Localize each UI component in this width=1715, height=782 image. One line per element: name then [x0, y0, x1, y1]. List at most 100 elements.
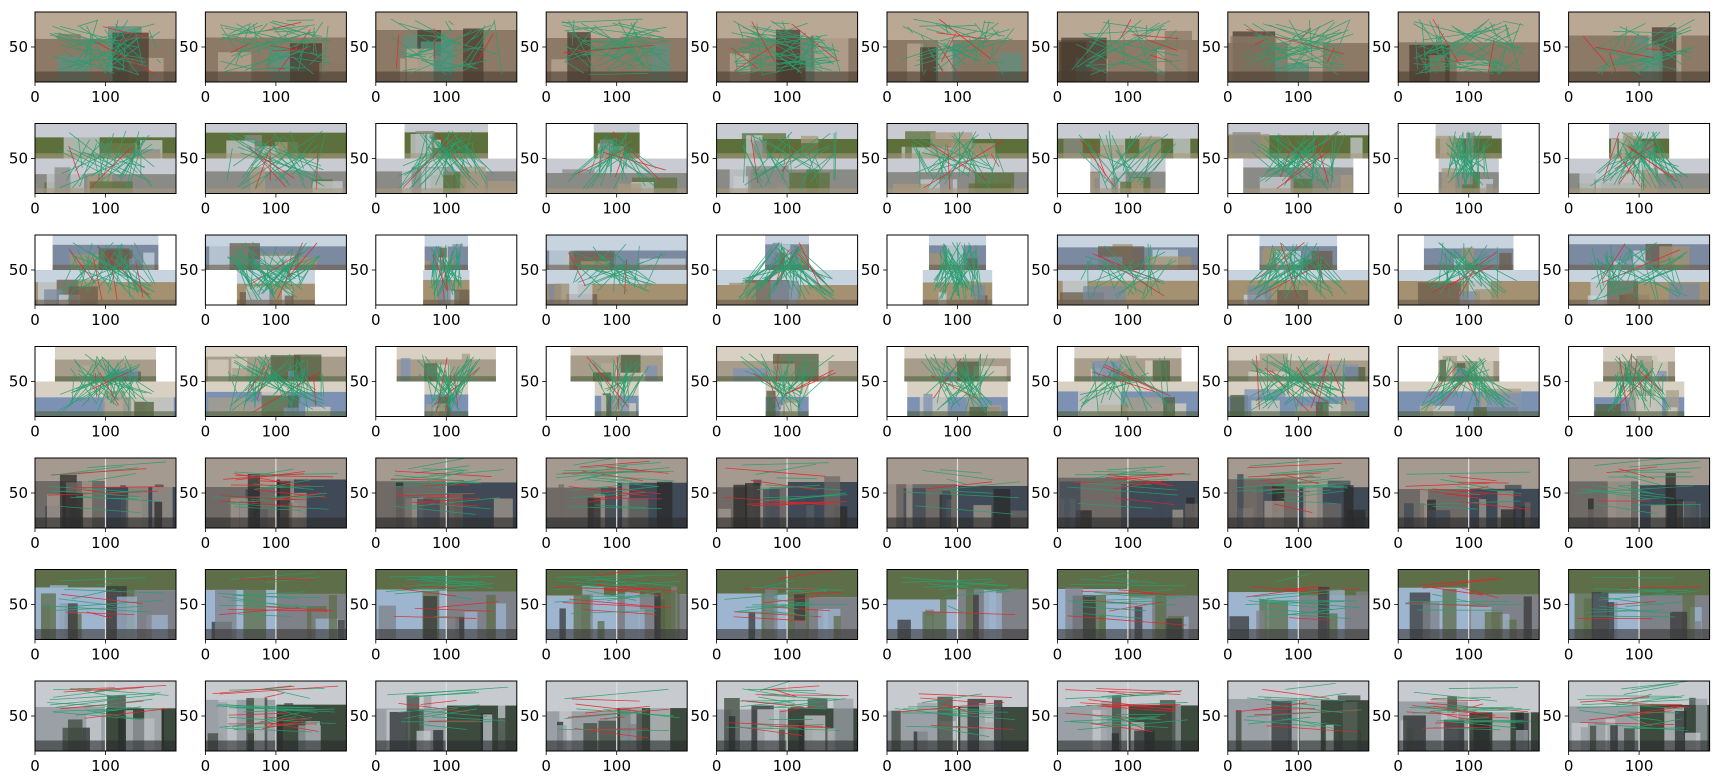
subplot-r5-c7: 0 100 50: [1031, 457, 1199, 552]
x-tick-label: 0: [1564, 646, 1574, 664]
subplot-r3-c3: 0 100 50: [350, 234, 518, 329]
match-lines: [1235, 682, 1362, 733]
image-pair: [205, 681, 347, 751]
image-pair: [887, 12, 1028, 82]
x-tick-label: 100: [1454, 88, 1483, 106]
subplot-r4-c9: 0 100 50: [1372, 346, 1540, 441]
x-tick-label: 0: [1053, 423, 1063, 441]
match-lines: [429, 243, 463, 302]
x-tick-label: 100: [943, 646, 972, 664]
x-tick-label: 100: [773, 534, 802, 552]
subplot-r4-c1: 0 100 50: [9, 346, 177, 441]
match-lines: [1250, 130, 1346, 191]
image-pair: [1057, 569, 1199, 640]
subplot-r7-c6: 0 100 50: [861, 680, 1029, 775]
x-tick-label: 100: [262, 646, 291, 664]
y-tick-label: 50: [520, 261, 539, 279]
image-pair: [35, 569, 176, 640]
subplot-r2-c10: 0 100 50: [1543, 123, 1711, 218]
y-tick-label: 50: [9, 707, 28, 725]
subplot-r3-c4: 0 100 50: [520, 234, 688, 329]
y-tick-label: 50: [861, 373, 880, 391]
match-lines: [58, 353, 155, 413]
y-tick-label: 50: [179, 261, 198, 279]
y-tick-label: 50: [691, 596, 710, 614]
x-tick-label: 0: [541, 88, 551, 106]
image-pair: [375, 123, 517, 194]
image-pair: [35, 12, 176, 82]
match-lines: [1405, 471, 1530, 510]
subplot-r6-c9: 0 100 50: [1372, 569, 1540, 664]
subplot-r5-c1: 0 100 50: [9, 457, 177, 552]
subplot-r1-c1: 0 100 50: [9, 11, 177, 106]
subplot-r1-c6: 0 100 50: [861, 11, 1029, 106]
subplot-r4-c5: 0 100 50: [691, 346, 859, 441]
image-pair: [1057, 346, 1199, 417]
y-tick-label: 50: [9, 373, 28, 391]
y-tick-label: 50: [520, 484, 539, 502]
match-lines: [553, 569, 680, 615]
subplot-r4-c4: 0 100 50: [520, 346, 688, 441]
image-pair: [35, 458, 176, 528]
subplot-r3-c7: 0 100 50: [1031, 234, 1199, 329]
match-lines: [1236, 460, 1350, 514]
y-tick-label: 50: [1202, 38, 1221, 56]
match-lines: [1067, 571, 1188, 626]
x-tick-label: 100: [943, 757, 972, 775]
x-tick-label: 0: [1564, 534, 1574, 552]
match-lines: [219, 19, 332, 75]
image-pair: [1568, 569, 1710, 640]
x-tick-label: 100: [1454, 534, 1483, 552]
subplot-r7-c3: 0 100 50: [350, 680, 518, 775]
x-tick-label: 100: [432, 311, 461, 329]
match-lines: [1250, 353, 1347, 413]
image-pair: [887, 681, 1028, 751]
x-tick-label: 100: [943, 311, 972, 329]
x-tick-label: 0: [541, 757, 551, 775]
y-tick-label: 50: [1202, 707, 1221, 725]
y-tick-label: 50: [861, 261, 880, 279]
x-tick-label: 100: [262, 534, 291, 552]
x-tick-label: 100: [91, 88, 120, 106]
x-tick-label: 0: [712, 646, 722, 664]
x-tick-label: 100: [602, 534, 631, 552]
subplot-r2-c2: 0 100 50: [179, 123, 347, 218]
subplot-r1-c9: 0 100 50: [1372, 11, 1540, 106]
y-tick-label: 50: [691, 150, 710, 168]
image-pair: [205, 458, 347, 528]
subplot-r1-c2: 0 100 50: [179, 11, 347, 106]
x-tick-label: 0: [371, 88, 381, 106]
y-tick-label: 50: [179, 373, 198, 391]
x-tick-label: 100: [773, 757, 802, 775]
y-tick-label: 50: [1543, 261, 1562, 279]
subplot-r5-c5: 0 100 50: [691, 457, 859, 552]
image-pair: [887, 123, 1028, 194]
match-lines: [1080, 243, 1177, 300]
x-tick-label: 100: [91, 423, 120, 441]
x-tick-label: 0: [712, 200, 722, 218]
image-pair: [1227, 12, 1369, 82]
image-pair: [375, 681, 517, 751]
y-tick-label: 50: [1031, 596, 1050, 614]
image-pair: [205, 235, 347, 305]
x-tick-label: 100: [1454, 311, 1483, 329]
y-tick-label: 50: [1031, 38, 1050, 56]
subplot-r1-c4: 0 100 50: [520, 11, 688, 106]
x-tick-label: 100: [432, 646, 461, 664]
subplot-r5-c9: 0 100 50: [1372, 457, 1540, 552]
x-tick-label: 100: [91, 311, 120, 329]
match-lines: [567, 131, 666, 190]
subplot-r1-c7: 0 100 50: [1031, 11, 1199, 106]
x-tick-label: 0: [1223, 423, 1233, 441]
match-lines: [47, 684, 169, 721]
match-lines: [1426, 242, 1517, 299]
image-pair: [546, 12, 688, 82]
y-tick-label: 50: [691, 484, 710, 502]
match-lines: [1577, 577, 1701, 620]
subplot-r1-c3: 0 100 50: [350, 11, 518, 106]
match-lines: [738, 242, 836, 302]
subplot-r2-c5: 0 100 50: [691, 123, 859, 218]
y-tick-label: 50: [9, 38, 28, 56]
subplot-r5-c10: 0 100 50: [1543, 457, 1711, 552]
y-tick-label: 50: [9, 596, 28, 614]
